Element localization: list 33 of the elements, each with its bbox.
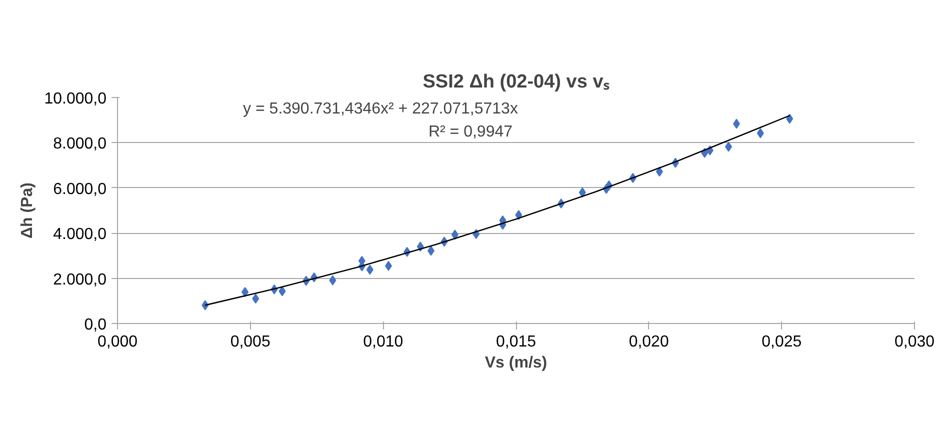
annotation: y = 5.390.731,4346x² + 227.071,5713x	[243, 100, 518, 118]
point	[451, 230, 458, 240]
y-tick-label: 4.000,0	[53, 226, 107, 244]
y-tick-label: 6.000,0	[53, 180, 107, 198]
point	[756, 128, 764, 138]
y-tick-label: 2.000,0	[53, 271, 107, 288]
x-tick-label: 0,005	[230, 334, 270, 350]
point	[427, 246, 434, 256]
point	[252, 294, 260, 304]
point	[384, 260, 392, 271]
point	[656, 166, 663, 177]
x-tick-label: 0,000	[97, 334, 138, 350]
x-tick-label: 0,020	[628, 334, 669, 350]
chart-title: SSI2 Δh (02-04) vs vₛ	[422, 72, 610, 92]
x-tick-label: 0,025	[762, 334, 802, 350]
y-tick-label: 8.000,0	[53, 136, 107, 153]
point	[786, 114, 794, 124]
x-tick-label: 0,010	[363, 334, 404, 350]
point	[242, 287, 249, 298]
annotation: R² = 0,9947	[428, 124, 513, 140]
x-tick-label: 0,015	[496, 334, 536, 350]
x-axis-title: Vs (m/s)	[484, 354, 548, 372]
x-tick-label: 0,030	[894, 334, 935, 350]
point	[329, 275, 336, 286]
point	[278, 286, 286, 296]
y-tick-label: 0,0	[84, 316, 107, 334]
point	[578, 187, 586, 198]
point	[725, 142, 732, 152]
y-axis-title: Δh (Pa)	[19, 182, 36, 238]
point	[515, 210, 522, 220]
point	[366, 264, 374, 275]
point	[733, 118, 740, 129]
y-tick-label: 10.000,0	[44, 90, 107, 108]
